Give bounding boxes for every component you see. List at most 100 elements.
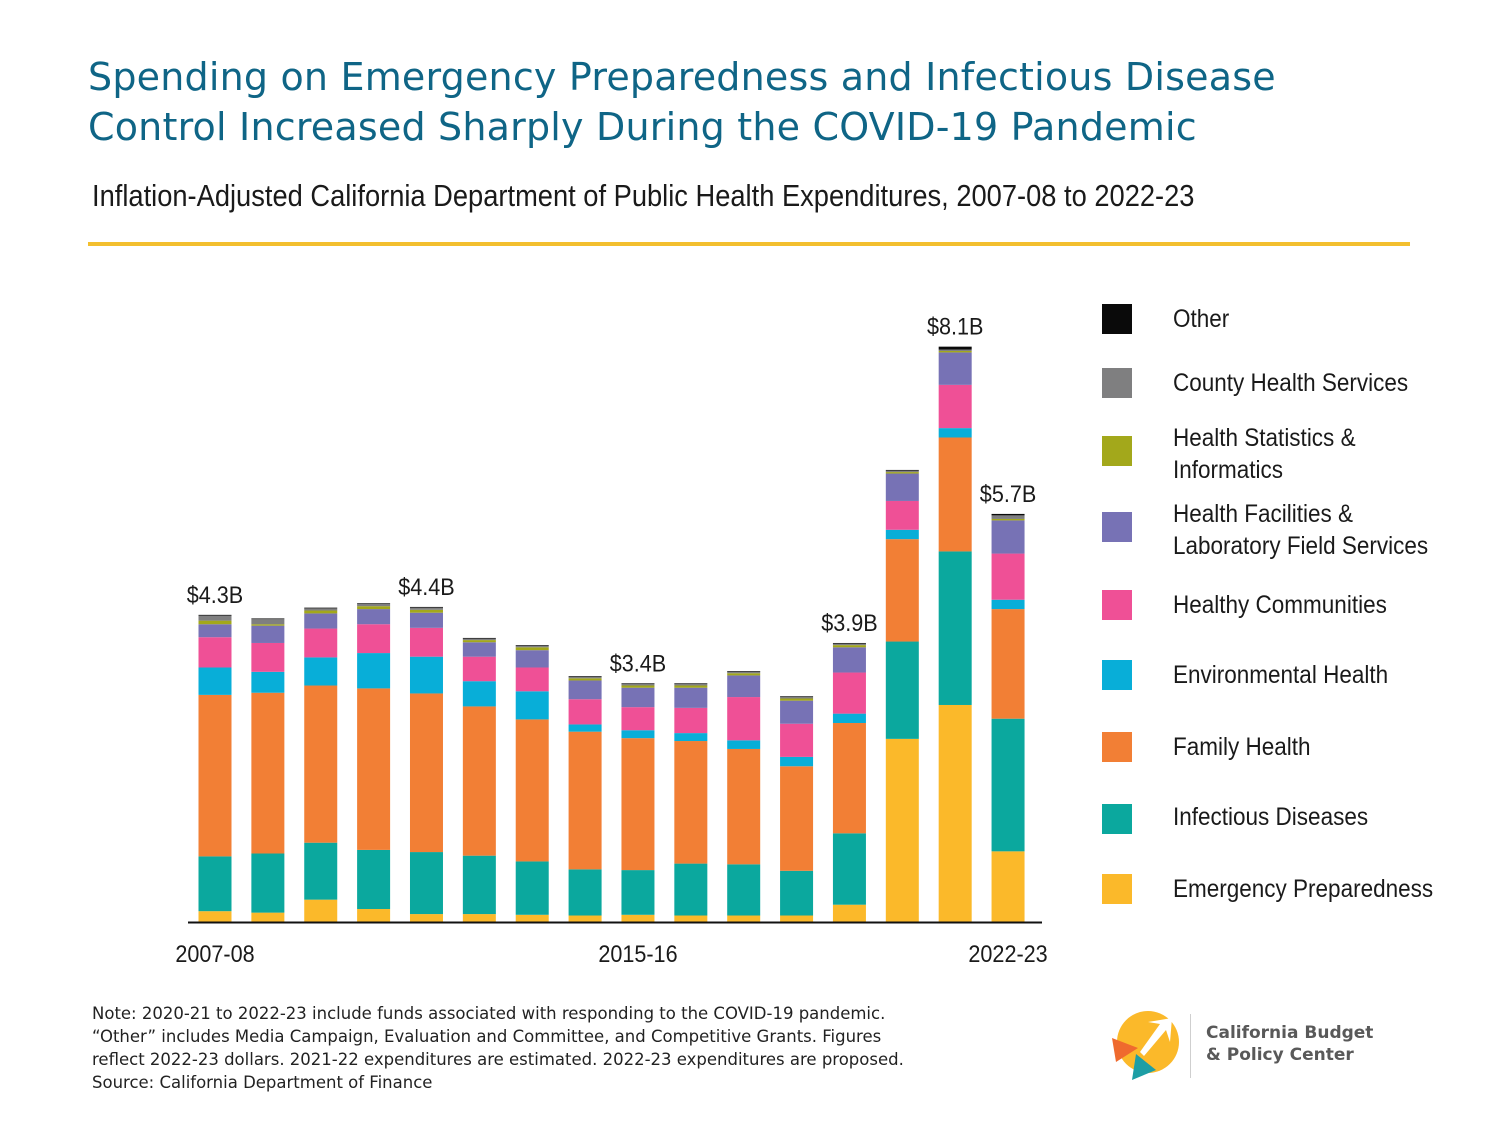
bar-segment-2020-21-s3 [885,529,919,540]
bar-segment-2021-22-s0 [938,704,972,922]
bar-segment-2014-15-s3 [568,724,602,732]
legend-swatch [1102,590,1132,620]
legend-item: Other [1102,300,1432,360]
bar-segment-2013-14-s8 [515,645,549,646]
note-line-1: Note: 2020-21 to 2022-23 include funds a… [92,1004,886,1023]
bar-segment-2021-22-s7 [938,349,972,351]
bar-segment-2020-21-s0 [885,738,919,922]
bar-segment-2016-17-s5 [674,687,708,708]
bar-segment-2015-16-s5 [621,687,655,708]
bar-segment-2020-21-s6 [885,472,919,474]
legend-label: County Health Services [1173,369,1409,397]
x-tick-label-2015-16: 2015-16 [598,940,677,967]
bar-segment-2012-13-s1 [462,855,496,915]
bar-segment-2016-17-s3 [674,733,708,742]
bar-segment-2017-18-s3 [727,740,761,749]
legend-swatch [1102,436,1132,466]
bar-segment-2010-11-s5 [357,609,391,625]
legend-item: Health Facilities & Laboratory Field Ser… [1102,500,1432,566]
legend-swatch [1102,512,1132,542]
bar-segment-2011-12-s4 [409,627,443,657]
bar-segment-2011-12-s2 [409,693,443,853]
bar-segment-2019-20-s4 [832,672,866,714]
bar-segment-2022-23-s8 [991,513,1025,516]
bar-segment-2020-21-s4 [885,500,919,530]
bar-segment-2008-09-s4 [251,642,285,672]
legend-swatch [1102,874,1132,904]
bar-segment-2008-09-s6 [251,624,285,626]
total-label-2007-08: $4.3B [187,581,243,608]
bar-segment-2014-15-s2 [568,731,602,870]
logo-divider [1190,1014,1191,1078]
bar-segment-2017-18-s8 [727,671,761,672]
bar-segment-2009-10-s4 [304,628,338,658]
bar-segment-2015-16-s4 [621,707,655,731]
bar-segment-2017-18-s6 [727,673,761,676]
bar-segment-2011-12-s0 [409,914,443,922]
bar-segment-2010-11-s2 [357,688,391,850]
bar-segment-2010-11-s1 [357,849,391,910]
bar-segment-2010-11-s3 [357,653,391,689]
bar-segment-2017-18-s0 [727,915,761,922]
note-line-2: “Other” includes Media Campaign, Evaluat… [92,1027,882,1046]
bar-segment-2019-20-s6 [832,645,866,648]
bar-segment-2009-10-s8 [304,607,338,609]
bar-segment-2017-18-s1 [727,864,761,916]
x-tick-label-2007-08: 2007-08 [175,940,254,967]
bar-segment-2020-21-s7 [885,470,919,473]
bar-segment-2018-19-s4 [780,723,814,757]
bar-segment-2018-19-s3 [780,756,814,767]
bar-segment-2011-12-s1 [409,852,443,915]
bar-segment-2019-20-s1 [832,833,866,905]
bar-segment-2011-12-s3 [409,656,443,694]
bar-segment-2012-13-s6 [462,640,496,643]
bar-segment-2016-17-s0 [674,915,708,922]
bar-segment-2013-14-s6 [515,647,549,651]
bar-segment-2017-18-s5 [727,675,761,698]
legend-label: Environmental Health [1173,661,1389,689]
bar-segment-2016-17-s7 [674,684,708,686]
bar-segment-2021-22-s3 [938,428,972,438]
legend-item: Emergency Preparedness [1102,870,1433,930]
bar-segment-2008-09-s2 [251,692,285,854]
bar-segment-2020-21-s2 [885,539,919,642]
bar-segment-2018-19-s5 [780,700,814,724]
bar-segment-2017-18-s7 [727,671,761,674]
total-label-2015-16: $3.4B [610,649,666,676]
source-line: Source: California Department of Finance [92,1073,433,1092]
bar-segment-2015-16-s1 [621,870,655,915]
bar-segment-2013-14-s3 [515,691,549,720]
logo-text-line-1: California Budget [1206,1023,1374,1043]
note-line-3: reflect 2022-23 dollars. 2021-22 expendi… [92,1050,904,1069]
total-label-2019-20: $3.9B [821,609,877,636]
bar-segment-2016-17-s1 [674,863,708,916]
bar-segment-2016-17-s2 [674,741,708,864]
chart-subtitle: Inflation-Adjusted California Department… [92,178,1195,213]
bar-segment-2012-13-s8 [462,637,496,639]
bar-segment-2008-09-s7 [251,619,285,625]
total-label-2021-22: $8.1B [927,313,983,340]
legend-item: County Health Services [1102,364,1432,424]
bar-segment-2018-19-s1 [780,870,814,916]
legend-label: Health Facilities & Laboratory Field Ser… [1173,500,1429,560]
bar-segment-2020-21-s8 [885,469,919,471]
bar-segment-2022-23-s7 [991,515,1025,519]
bar-segment-2014-15-s1 [568,869,602,916]
bar-segment-2018-19-s6 [780,698,814,701]
bar-segment-2017-18-s4 [727,697,761,741]
bar-segment-2022-23-s0 [991,851,1025,922]
bar-segment-2008-09-s8 [251,618,285,620]
bar-segment-2016-17-s4 [674,707,708,734]
bar-segment-2008-09-s0 [251,912,285,922]
bar-segment-2011-12-s8 [409,606,443,608]
bar-segment-2019-20-s5 [832,647,866,673]
bar-segment-2013-14-s1 [515,861,549,915]
bar-segment-2012-13-s0 [462,914,496,922]
bar-segment-2011-12-s7 [409,607,443,610]
bar-segment-2022-23-s4 [991,553,1025,600]
bar-segment-2016-17-s8 [674,683,708,685]
bar-segment-2008-09-s3 [251,671,285,693]
bar-segment-2008-09-s5 [251,625,285,643]
bar-segment-2019-20-s7 [832,643,866,646]
bar-segment-2020-21-s1 [885,641,919,739]
